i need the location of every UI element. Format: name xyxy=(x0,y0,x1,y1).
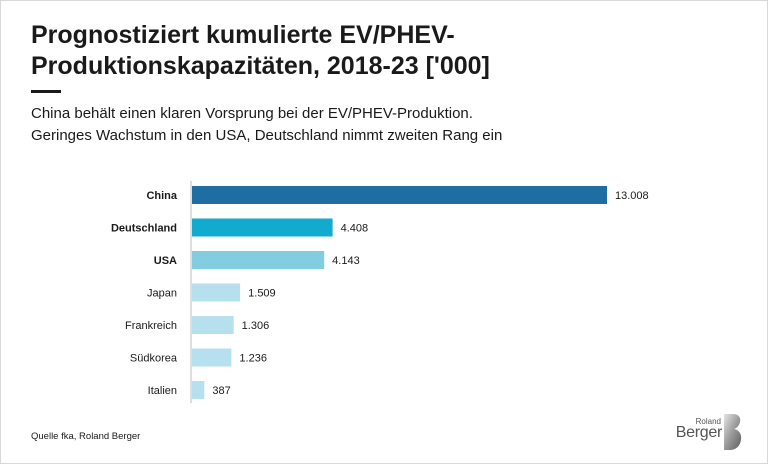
category-label: China xyxy=(146,190,177,202)
chart-title: Prognostiziert kumulierte EV/PHEV-Produk… xyxy=(31,21,490,80)
value-label: 13.008 xyxy=(615,190,649,202)
bar xyxy=(192,251,325,269)
value-label: 387 xyxy=(212,385,230,397)
bar xyxy=(192,283,241,302)
value-label: 4.143 xyxy=(332,255,360,267)
subtitle-line-2: Geringes Wachstum in den USA, Deutschlan… xyxy=(31,127,503,144)
category-label: USA xyxy=(154,255,177,267)
bar xyxy=(192,316,234,334)
category-label: Japan xyxy=(147,288,177,300)
bar xyxy=(192,218,333,237)
category-label: Südkorea xyxy=(130,353,178,365)
bar xyxy=(192,348,232,367)
category-label: Deutschland xyxy=(111,223,177,235)
bar xyxy=(192,186,607,204)
chart-subtitle: China behält einen klaren Vorsprung bei … xyxy=(31,103,731,147)
value-label: 4.408 xyxy=(341,223,369,235)
roland-berger-b-icon xyxy=(724,414,742,450)
bar xyxy=(192,381,205,399)
value-label: 1.306 xyxy=(242,320,270,332)
roland-berger-logo: Roland Berger xyxy=(669,413,743,451)
value-label: 1.509 xyxy=(248,288,276,300)
source-note: Quelle fka, Roland Berger xyxy=(31,431,141,442)
logo-text-berger: Berger xyxy=(675,424,723,441)
title-underline xyxy=(31,90,61,93)
subtitle-line-1: China behält einen klaren Vorsprung bei … xyxy=(31,105,473,122)
logo-text-roland: Roland xyxy=(695,417,721,426)
category-label: Frankreich xyxy=(125,320,177,332)
value-label: 1.236 xyxy=(239,353,267,365)
category-label: Italien xyxy=(148,385,177,397)
